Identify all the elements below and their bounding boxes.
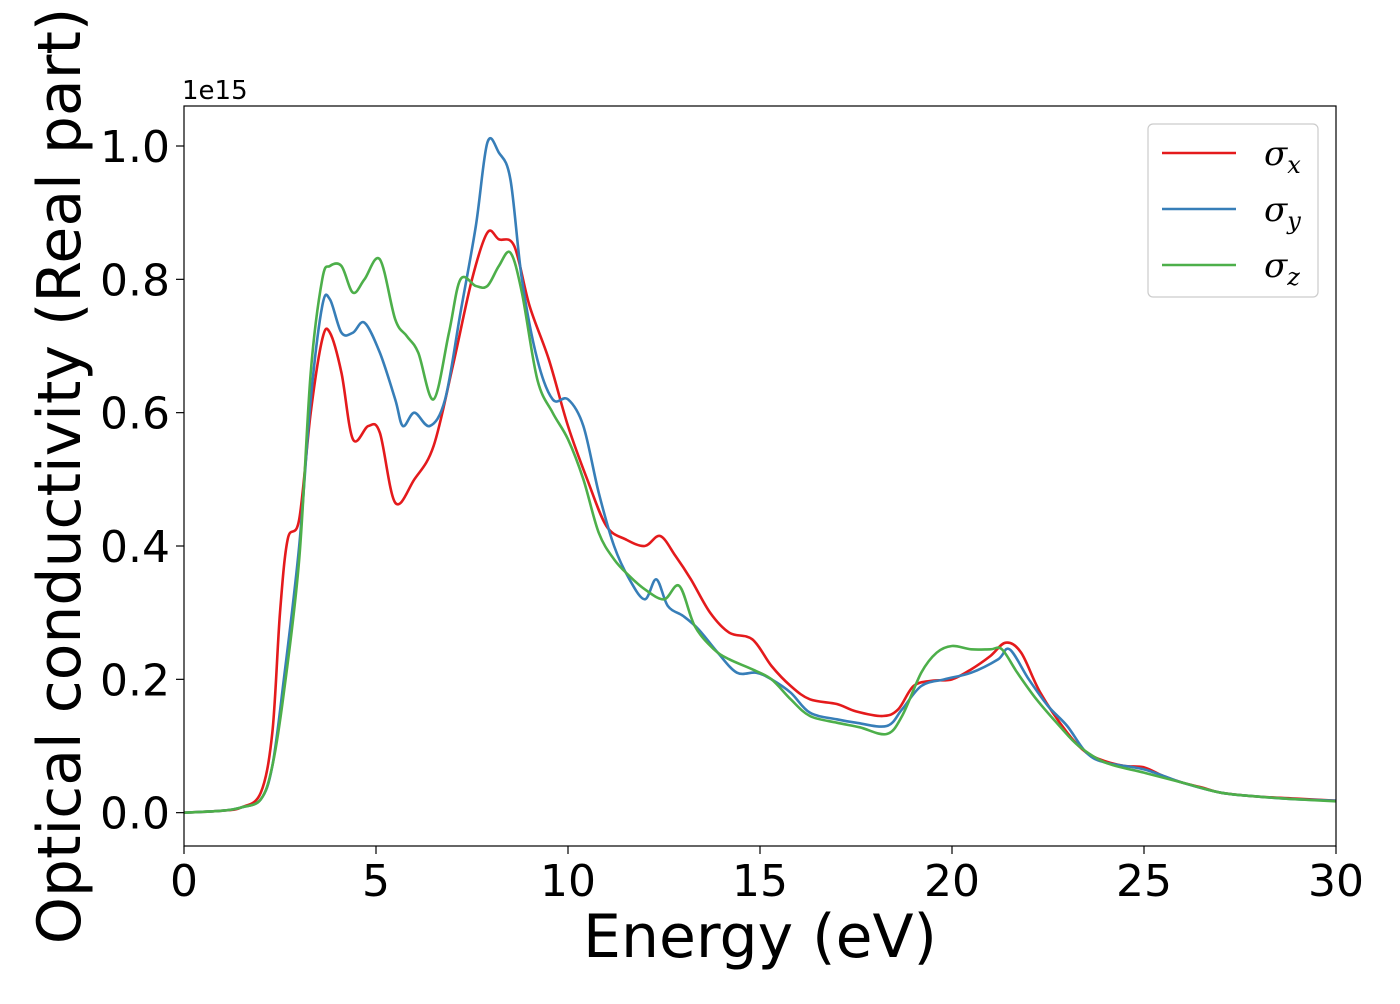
y-offset-label: 1e15 — [182, 76, 248, 106]
y-tick-label: 0.2 — [100, 655, 170, 706]
x-tick-label: 5 — [362, 856, 390, 907]
legend-box — [1147, 123, 1319, 298]
y-axis-title: Optical conductivity (Real part) — [25, 8, 95, 945]
y-tick-label: 1.0 — [100, 122, 170, 173]
y-tick-label: 0.0 — [100, 789, 170, 840]
x-tick-label: 0 — [170, 856, 198, 907]
y-tick-label: 0.4 — [100, 522, 170, 573]
x-tick-label: 15 — [732, 856, 788, 907]
y-tick-label: 0.6 — [100, 389, 170, 440]
x-tick-label: 10 — [540, 856, 596, 907]
x-tick-label: 25 — [1116, 856, 1172, 907]
x-tick-label: 30 — [1308, 856, 1364, 907]
y-tick-label: 0.8 — [100, 255, 170, 306]
series-layer — [184, 136, 1336, 814]
x-axis-title: Energy (eV) — [583, 902, 937, 972]
legend-label-subscript: y — [1286, 207, 1301, 235]
x-tick-label: 20 — [924, 856, 980, 907]
series-line-y — [184, 136, 1336, 814]
legend-label-subscript: x — [1287, 151, 1301, 179]
legend-label-subscript: z — [1286, 263, 1300, 291]
series-line-z — [184, 250, 1336, 814]
ticks-layer: 0 5 10 15 20 25 30 0.0 0.2 0.4 0.6 0.8 1.0 — [100, 122, 1364, 907]
